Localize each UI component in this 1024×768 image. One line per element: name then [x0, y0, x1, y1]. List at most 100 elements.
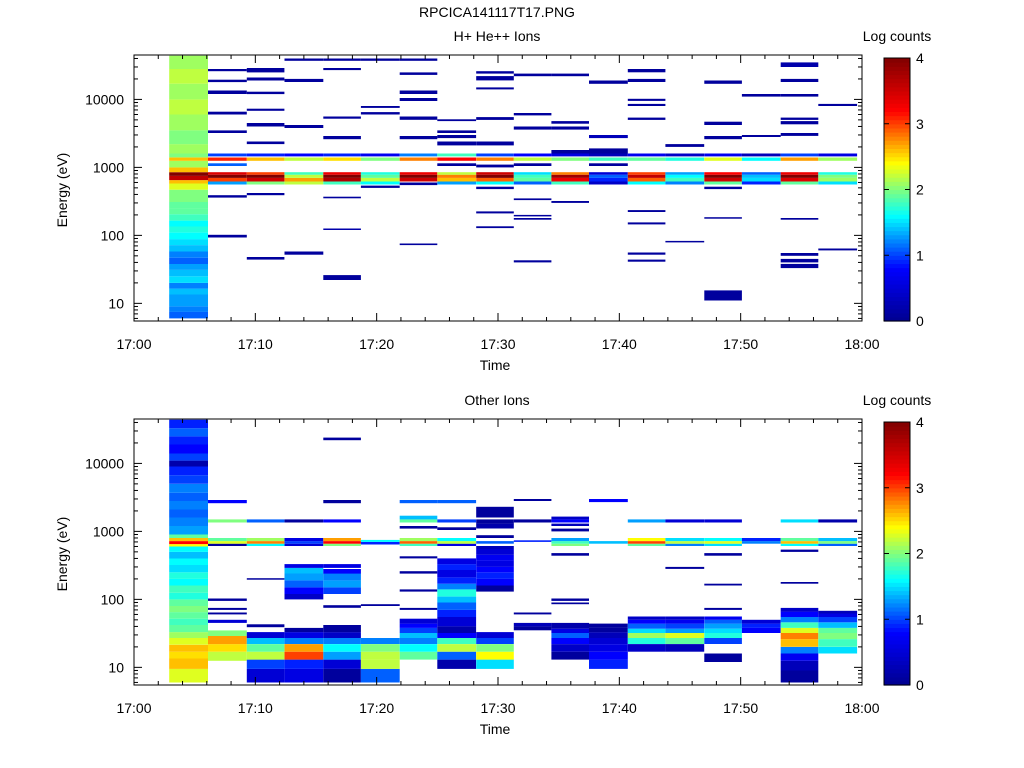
heatmap-cell: [437, 519, 477, 523]
heatmap-cell: [589, 623, 628, 628]
heatmap-cell: [208, 79, 247, 83]
colorbar-segment: [884, 251, 910, 256]
colorbar-segment: [884, 648, 910, 653]
heatmap-cell: [818, 153, 858, 157]
colorbar-segment: [884, 541, 910, 546]
heatmap-cell: [399, 58, 438, 61]
heatmap-cell: [437, 119, 477, 122]
heatmap-cell: [360, 157, 400, 161]
heatmap-cell: [169, 428, 208, 437]
heatmap-cell: [741, 619, 781, 624]
heatmap-cell: [399, 515, 438, 520]
heatmap-cell: [665, 566, 705, 569]
heatmap-cell: [780, 607, 819, 612]
heatmap-cell: [284, 125, 324, 128]
heatmap-cell: [323, 116, 361, 119]
colorbar-segment: [884, 598, 910, 604]
heatmap-cell: [513, 540, 552, 542]
heatmap-cell: [284, 632, 324, 638]
colorbar-segment: [884, 491, 910, 497]
heatmap-cell: [704, 186, 742, 190]
heatmap-cell: [284, 573, 324, 581]
heatmap-cell: [780, 639, 819, 647]
heatmap-cell: [665, 240, 705, 243]
colorbar-tick-label: 1: [916, 247, 924, 263]
heatmap-cell: [476, 153, 514, 157]
colorbar-segment: [884, 99, 910, 104]
colorbar-segment: [884, 660, 910, 666]
heatmap-cell: [208, 612, 247, 615]
heatmap-cell: [780, 543, 819, 546]
colorbar-segment: [884, 537, 910, 542]
heatmap-cell: [476, 157, 514, 161]
heatmap-cell: [284, 644, 324, 652]
heatmap-cell: [513, 126, 552, 130]
colorbar-segment: [884, 467, 910, 472]
heatmap-cell: [323, 573, 361, 581]
heatmap-cell: [284, 543, 324, 546]
heatmap-cell: [323, 58, 361, 61]
colorbar-segment: [884, 479, 910, 485]
heatmap-cell: [627, 541, 666, 544]
heatmap-cell: [476, 659, 514, 669]
heatmap-cell: [476, 578, 514, 586]
x-tick-label: 17:30: [480, 336, 515, 352]
colorbar-tick-label: 4: [916, 414, 924, 430]
heatmap-cell: [169, 251, 208, 258]
heatmap-cell: [323, 136, 361, 140]
heatmap-cell: [169, 288, 208, 295]
colorbar-segment: [884, 557, 910, 563]
heatmap-cell: [437, 163, 477, 166]
heatmap-cell: [208, 619, 247, 623]
colorbar-segment: [884, 508, 910, 514]
heatmap-cell: [780, 177, 819, 182]
heatmap-cell: [169, 444, 208, 454]
heatmap-cell: [437, 527, 477, 530]
heatmap-cell: [284, 58, 324, 61]
heatmap-cell: [476, 549, 514, 555]
heatmap-cell: [704, 121, 742, 125]
heatmap-cell: [551, 644, 589, 652]
colorbar-segment: [884, 136, 910, 141]
colorbar-segment: [884, 504, 910, 509]
colorbar-tick-label: 3: [916, 480, 924, 496]
heatmap-cell: [208, 130, 247, 133]
heatmap-cell: [437, 609, 477, 617]
colorbar-segment: [884, 288, 910, 293]
heatmap-cell: [476, 506, 514, 518]
heatmap-cell: [284, 594, 324, 600]
heatmap-cell: [169, 466, 208, 476]
heatmap-cell: [627, 633, 666, 638]
colorbar-segment: [884, 119, 910, 125]
x-tick-label: 17:10: [238, 336, 273, 352]
heatmap-cell: [169, 501, 208, 510]
heatmap-cell: [437, 541, 477, 544]
heatmap-cell: [284, 627, 324, 633]
heatmap-cell: [169, 269, 208, 277]
heatmap-cell: [476, 585, 514, 592]
heatmap-cell: [246, 193, 285, 196]
heatmap-cell: [169, 558, 208, 565]
heatmap-cell: [399, 543, 438, 546]
heatmap-cell: [818, 174, 858, 178]
heatmap-cell: [704, 174, 742, 178]
heatmap-cell: [208, 644, 247, 652]
heatmap-cell: [208, 174, 247, 178]
heatmap-cell: [704, 623, 742, 629]
colorbar-segment: [884, 586, 910, 592]
heatmap-cell: [169, 183, 208, 190]
colorbar-segment: [884, 528, 910, 534]
heatmap-cell: [627, 69, 666, 73]
heatmap-cell: [437, 130, 477, 133]
colorbar-segment: [884, 430, 910, 435]
heatmap-cell: [169, 475, 208, 484]
heatmap-cell: [284, 538, 324, 542]
heatmap-cell: [513, 157, 552, 161]
heatmap-cell: [284, 567, 324, 574]
colorbar-segment: [884, 62, 910, 67]
heatmap-cell: [169, 99, 208, 115]
heatmap-cell: [513, 174, 552, 178]
colorbar-segment: [884, 549, 910, 555]
heatmap-cell: [589, 632, 628, 638]
heatmap-cell: [399, 90, 438, 94]
